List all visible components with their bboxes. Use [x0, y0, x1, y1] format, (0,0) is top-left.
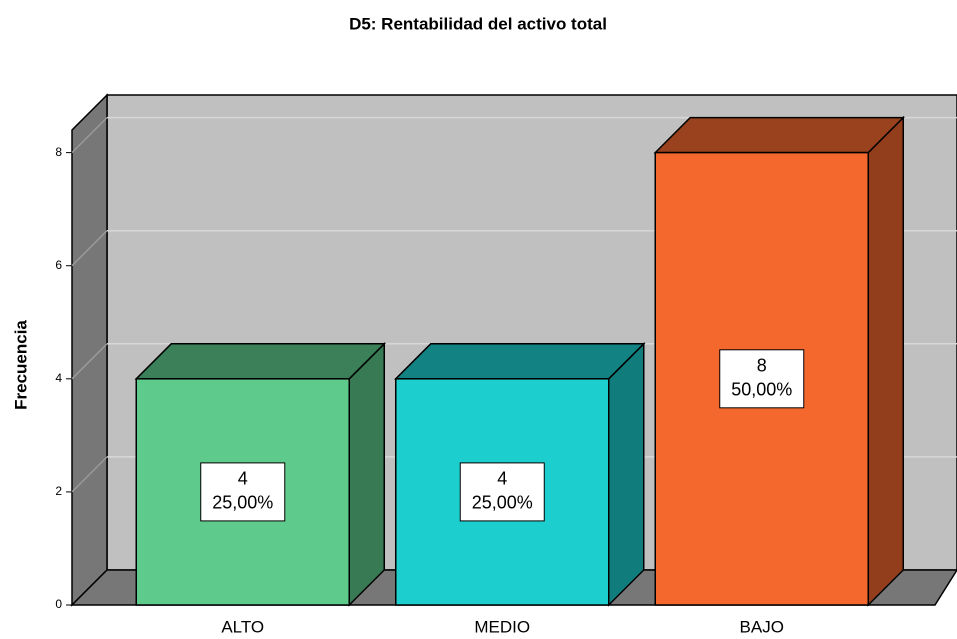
x-tick-label: MEDIO: [474, 617, 530, 636]
grid-line: [71, 117, 108, 154]
value-label-percent: 25,00%: [472, 493, 533, 513]
value-label-count: 8: [757, 356, 767, 376]
y-tick-label: 6: [55, 258, 62, 272]
x-tick-label: BAJO: [740, 617, 784, 636]
bar: [653, 115, 906, 607]
grid-line: [71, 230, 108, 267]
value-label-percent: 25,00%: [212, 493, 273, 513]
grid-line: [71, 343, 108, 380]
value-label-percent: 50,00%: [731, 380, 792, 400]
x-tick-label: ALTO: [221, 617, 264, 636]
value-label: 4 25,00%: [459, 462, 545, 522]
value-label-box: [719, 349, 805, 409]
value-label: 4 25,00%: [200, 462, 286, 522]
value-label-box: [200, 462, 286, 522]
y-tick-label: 0: [55, 597, 62, 611]
value-label: 8 50,00%: [719, 349, 805, 409]
value-label-count: 4: [497, 469, 507, 489]
bar-side: [867, 115, 904, 607]
y-tick-label: 8: [55, 145, 62, 159]
y-tick-label: 2: [55, 484, 62, 498]
value-label-count: 4: [238, 469, 248, 489]
bar-top: [393, 343, 646, 380]
bar-top: [134, 343, 387, 380]
grid-line: [71, 456, 108, 493]
bar-top: [653, 116, 906, 154]
value-label-box: [459, 462, 545, 522]
bar-side: [608, 341, 645, 607]
bar-side: [348, 341, 385, 607]
y-axis-label: Frecuencia: [11, 320, 30, 410]
chart-title: D5: Rentabilidad del activo total: [349, 14, 607, 33]
y-tick-label: 4: [55, 371, 62, 385]
